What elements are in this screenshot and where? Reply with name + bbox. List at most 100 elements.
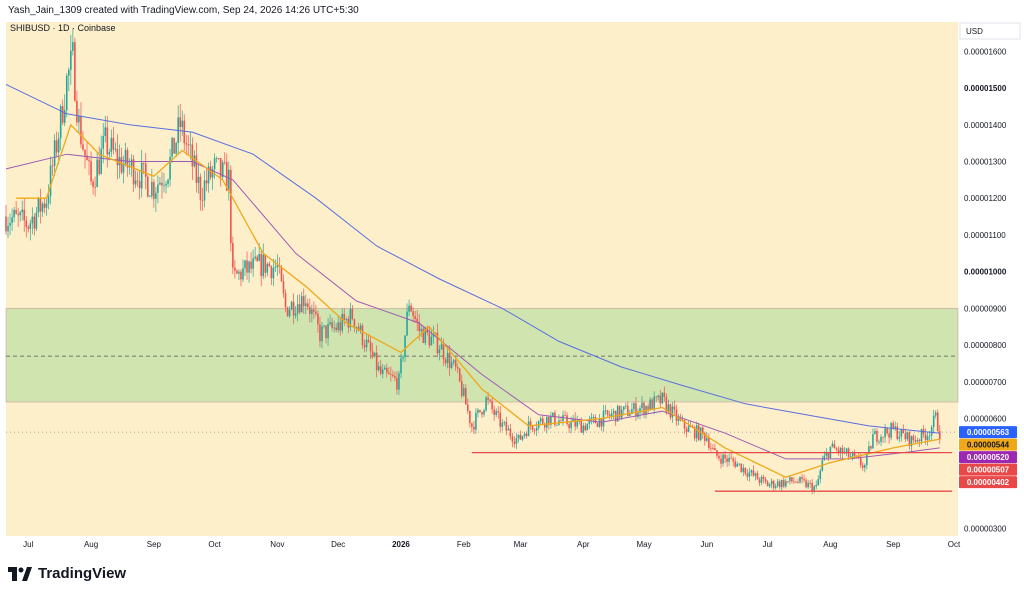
candle-body — [246, 260, 248, 273]
time-axis[interactable]: Jul Aug Sep Oct Nov Dec 2026 Feb Mar Apr May Jun Jul… — [23, 540, 961, 549]
candle-body — [499, 412, 502, 427]
candle-body — [116, 148, 119, 166]
price-tick-label: 0.00001000 — [964, 268, 1007, 277]
candle-body — [598, 418, 601, 427]
candle-body — [454, 360, 457, 368]
candle-body — [556, 424, 558, 426]
candle-body — [708, 438, 710, 448]
candle-body — [489, 399, 491, 401]
candle-body — [481, 412, 483, 415]
time-tick-label: Nov — [270, 540, 284, 549]
candle-body — [550, 416, 552, 425]
candle-body — [371, 351, 374, 357]
candle-body — [41, 203, 44, 212]
candle-body — [329, 322, 331, 325]
candle-body — [898, 436, 901, 439]
candle-body — [740, 463, 743, 472]
candle-body — [266, 263, 269, 273]
candle-body — [803, 479, 805, 481]
candle-body — [900, 429, 903, 437]
candle-body — [801, 477, 803, 480]
candle-body — [213, 158, 216, 170]
candle-body — [665, 396, 668, 412]
candle-body — [191, 144, 194, 167]
candle-body — [653, 396, 655, 410]
candle-body — [539, 418, 542, 422]
candle-body — [408, 305, 410, 312]
candle-body — [82, 144, 84, 150]
candle-body — [859, 457, 862, 466]
candle-body — [835, 448, 838, 450]
candle-body — [693, 427, 696, 439]
candle-body — [704, 433, 706, 441]
candle-body — [732, 458, 734, 462]
candle-body — [825, 452, 828, 456]
candle-body — [80, 116, 82, 145]
candle-body — [576, 421, 578, 427]
candle-body — [96, 159, 98, 187]
candle-body — [460, 381, 463, 396]
candle-body — [11, 217, 13, 223]
candle-body — [197, 176, 200, 183]
price-badge — [959, 476, 1017, 489]
candle-body — [114, 148, 117, 150]
candle-body — [819, 470, 822, 480]
price-badge-label: 0.00000520 — [967, 453, 1010, 462]
candle-body — [631, 409, 633, 415]
price-chart[interactable]: 0.00001600 0.00001500 0.00001400 0.00001300… — [0, 20, 1024, 552]
candle-body — [349, 308, 352, 328]
candle-body — [868, 446, 870, 454]
candle-body — [337, 322, 339, 331]
candle-body — [446, 352, 449, 364]
candle-body — [817, 479, 820, 486]
candle-body — [752, 470, 755, 476]
candle-body — [274, 267, 277, 268]
candle-body — [230, 169, 232, 244]
candle-body — [507, 428, 510, 431]
candle-body — [912, 436, 915, 441]
candle-body — [157, 184, 159, 193]
candle-body — [392, 374, 394, 377]
candle-body — [872, 434, 874, 449]
candle-body — [363, 344, 366, 348]
candle-body — [750, 470, 753, 473]
candle-body — [714, 448, 716, 451]
candle-body — [193, 155, 196, 167]
candle-body — [920, 429, 923, 442]
candle-body — [845, 448, 848, 452]
candle-body — [635, 403, 637, 417]
candle-body — [189, 144, 192, 146]
price-axis[interactable]: 0.00001600 0.00001500 0.00001400 0.00001300… — [964, 47, 1007, 533]
candle-body — [341, 313, 344, 331]
candle-body — [914, 440, 917, 442]
candle-body — [430, 336, 433, 346]
candle-body — [390, 374, 392, 376]
candle-body — [383, 367, 386, 370]
candle-body — [19, 212, 21, 216]
candle-body — [100, 148, 102, 174]
candle-body — [916, 440, 919, 442]
candle-body — [373, 352, 376, 357]
price-badge-label: 0.00000544 — [967, 441, 1010, 450]
candle-body — [181, 120, 184, 128]
candle-body — [76, 100, 78, 123]
candle-body — [892, 423, 894, 429]
candle-body — [361, 325, 364, 345]
moving-average-layer — [5, 83, 940, 478]
candle-body — [264, 254, 267, 273]
price-badge — [959, 463, 1017, 476]
candle-body — [663, 392, 666, 397]
candle-body — [37, 197, 40, 213]
candle-body — [720, 458, 722, 464]
candle-body — [479, 409, 481, 413]
candle-body — [67, 69, 70, 76]
candle-body — [452, 360, 455, 363]
candle-body — [485, 397, 487, 411]
currency-box[interactable] — [959, 22, 1021, 40]
candle-body — [851, 453, 854, 457]
candle-body — [880, 436, 882, 442]
chart-symbol-title: SHIBUSD · 1D · Coinbase — [10, 23, 116, 33]
candle-body — [23, 209, 26, 221]
candle-body — [564, 415, 566, 417]
candle-body — [153, 182, 155, 199]
